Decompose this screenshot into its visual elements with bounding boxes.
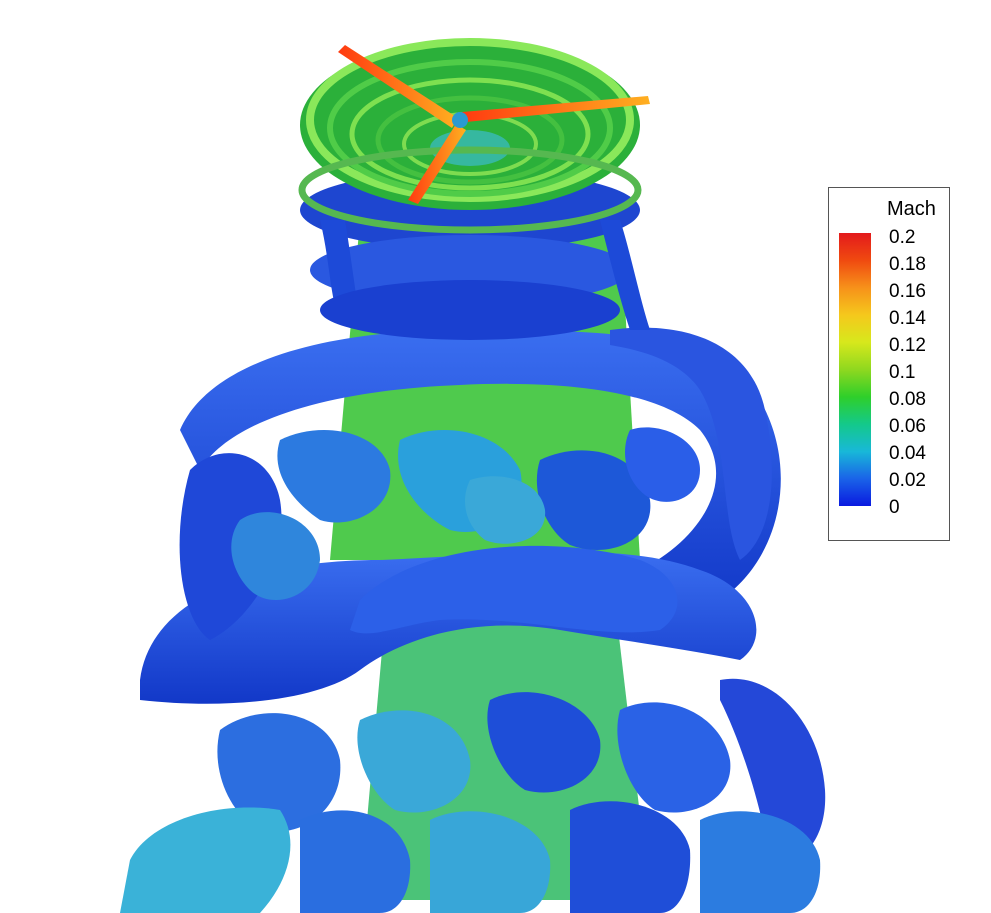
legend-tick-label: 0.1 [889,362,916,383]
rotor-blades [338,45,650,204]
legend-colorbar-fill [839,233,871,506]
mach-color-legend: Mach 0.2 0.18 0.16 0.14 0.12 0.1 0.08 0.… [828,187,950,541]
tip-vortex-collar [300,170,650,340]
legend-tick-label: 0.16 [889,281,926,302]
legend-tick-label: 0.14 [889,308,926,329]
legend-tick-label: 0.18 [889,254,926,275]
legend-tick-label: 0.08 [889,389,926,410]
lower-wake-filaments [120,678,826,913]
legend-tick-label: 0.06 [889,416,926,437]
legend-colorbar [839,233,871,506]
legend-tick-label: 0.12 [889,335,926,356]
legend-tick-label: 0.04 [889,443,926,464]
legend-tick-label: 0.02 [889,470,926,491]
legend-title: Mach [887,198,936,220]
legend-tick-label: 0 [889,497,900,518]
turbulent-wake-filaments [179,427,700,640]
legend-tick-label: 0.2 [889,227,916,248]
outer-vortex-ring-upper [180,327,781,609]
